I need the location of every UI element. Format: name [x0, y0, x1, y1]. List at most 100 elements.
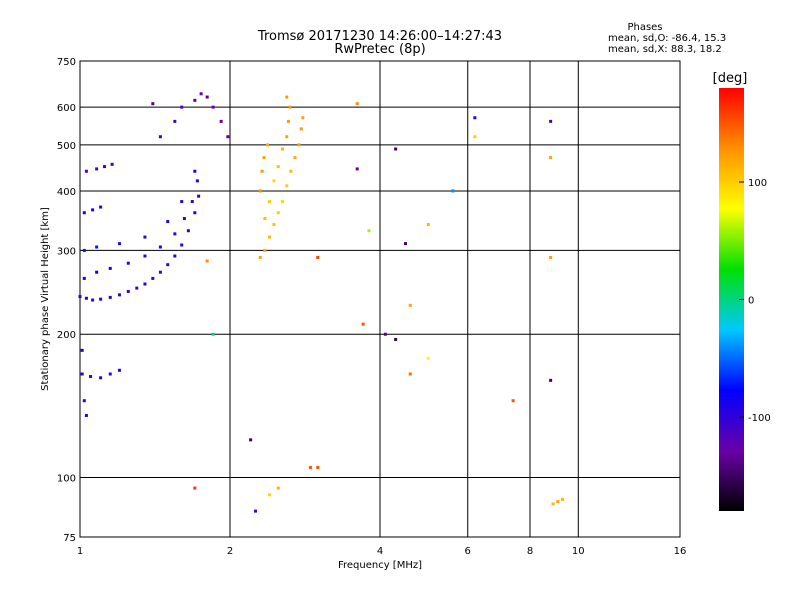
data-point	[110, 162, 114, 166]
data-point	[103, 165, 107, 169]
data-point	[126, 261, 130, 265]
data-point	[82, 399, 86, 403]
data-point	[266, 143, 270, 147]
data-point	[89, 375, 93, 379]
data-point	[199, 92, 203, 96]
data-points	[78, 92, 565, 513]
data-point	[91, 298, 95, 302]
data-point	[262, 156, 266, 160]
data-point	[316, 465, 320, 469]
data-point	[473, 135, 477, 139]
data-point	[272, 223, 276, 227]
data-point	[99, 297, 103, 301]
y-tick-label: 750	[57, 57, 76, 68]
data-point	[186, 229, 190, 233]
data-point	[158, 245, 162, 249]
data-point	[473, 116, 477, 120]
data-point	[367, 229, 371, 233]
data-point	[258, 189, 262, 193]
data-point	[182, 217, 186, 221]
data-point	[80, 348, 84, 352]
y-tick-label: 200	[57, 330, 76, 341]
data-point	[173, 232, 177, 236]
data-point	[308, 465, 312, 469]
data-point	[549, 255, 553, 259]
data-point	[143, 254, 147, 258]
data-point	[95, 245, 99, 249]
data-point	[383, 332, 387, 336]
data-point	[117, 242, 121, 246]
data-point	[211, 105, 215, 109]
data-point	[166, 263, 170, 267]
data-point	[95, 167, 99, 171]
data-point	[193, 169, 197, 173]
data-point	[451, 189, 455, 193]
data-point	[108, 266, 112, 270]
data-point	[84, 169, 88, 173]
data-point	[316, 255, 320, 259]
data-point	[205, 95, 209, 99]
data-point	[549, 156, 553, 160]
data-point	[511, 399, 515, 403]
data-point	[408, 303, 412, 307]
data-point	[197, 194, 201, 198]
colorbar-tick-label: 0	[748, 296, 754, 307]
axis-ticks: 1 2 4 6 8 10 16 75 100 200 300 400 500 600 750	[57, 57, 686, 557]
data-point	[301, 116, 305, 120]
data-point	[126, 289, 130, 293]
data-point	[143, 235, 147, 239]
data-point	[355, 102, 359, 106]
data-point	[394, 147, 398, 151]
data-point	[355, 167, 359, 171]
data-point	[267, 235, 271, 239]
data-point	[263, 217, 267, 221]
data-point	[166, 220, 170, 224]
y-tick-label: 75	[63, 533, 76, 544]
data-point	[289, 169, 293, 173]
data-point	[193, 211, 197, 215]
data-point	[193, 98, 197, 102]
data-point	[394, 337, 398, 341]
colorbar-label: [deg]	[713, 71, 748, 86]
data-point	[281, 200, 285, 204]
data-point	[108, 372, 112, 376]
plot-frame	[79, 60, 681, 538]
x-tick-label: 16	[674, 546, 687, 557]
data-point	[211, 332, 215, 336]
data-point	[99, 376, 103, 380]
y-tick-label: 500	[57, 141, 76, 152]
data-point	[299, 127, 303, 131]
data-point	[195, 179, 199, 183]
data-point	[82, 211, 86, 215]
data-point	[556, 500, 560, 504]
x-tick-label: 2	[227, 546, 233, 557]
data-point	[143, 282, 147, 286]
data-point	[108, 295, 112, 299]
data-point	[276, 211, 280, 215]
y-axis-label: Stationary phase Virtual Height [km]	[40, 207, 51, 391]
data-point	[561, 497, 565, 501]
x-tick-label: 10	[572, 546, 585, 557]
data-point	[263, 248, 267, 252]
data-point	[158, 135, 162, 139]
stats-o-line: mean, sd,O: -86.4, 15.3	[608, 33, 726, 44]
y-tick-label: 400	[57, 187, 76, 198]
data-point	[408, 372, 412, 376]
data-point	[158, 270, 162, 274]
data-point	[286, 119, 290, 123]
x-axis-label: Frequency [MHz]	[338, 560, 422, 571]
chart-subtitle: RwPretec (8p)	[334, 42, 425, 57]
data-point	[151, 102, 155, 106]
data-point	[173, 119, 177, 123]
colorbar-ticks: 100 0 -100	[739, 178, 771, 424]
data-point	[78, 295, 82, 299]
colorbar-tick-label: 100	[748, 178, 767, 189]
chart-title: Tromsø 20171230 14:26:00–14:27:43	[257, 29, 502, 44]
stats-title: Phases	[627, 22, 662, 33]
data-point	[285, 184, 289, 188]
data-point	[260, 169, 264, 173]
data-point	[99, 205, 103, 209]
data-point	[426, 356, 430, 360]
grid	[80, 61, 680, 537]
